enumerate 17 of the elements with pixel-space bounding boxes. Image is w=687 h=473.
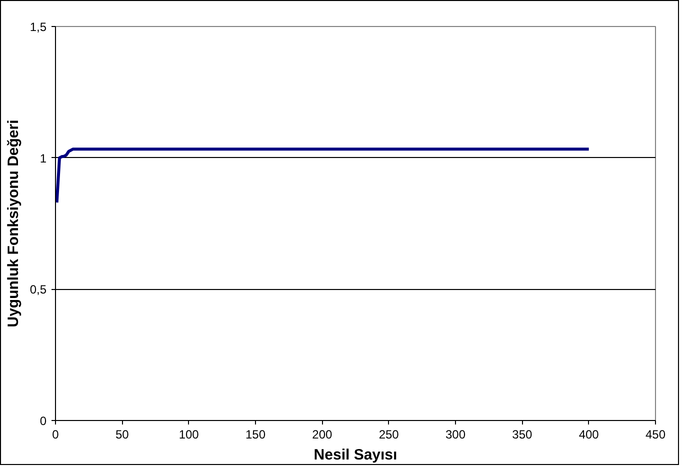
x-tick-label: 0 (52, 428, 60, 442)
x-axis-title: Nesil Sayısı (314, 446, 398, 464)
x-tick-label: 50 (115, 428, 130, 442)
x-tick-label: 400 (578, 428, 600, 442)
x-tick-label: 150 (245, 428, 266, 442)
y-tick-label: 0 (40, 414, 47, 428)
y-tick-label: 1,5 (30, 20, 47, 34)
x-tick-label: 200 (312, 428, 333, 442)
y-tick-label: 1 (40, 151, 47, 166)
x-tick-label: 300 (445, 428, 466, 442)
x-tick-label: 250 (378, 428, 400, 442)
x-tick-label: 100 (178, 428, 200, 442)
line-series (56, 148, 590, 204)
y-axis-title: Uygunluk Fonksiyonu Değeri (4, 120, 22, 328)
y-tick-label: 0,5 (30, 282, 47, 297)
x-tick-label: 350 (512, 428, 533, 442)
x-tick-label: 450 (645, 428, 666, 442)
